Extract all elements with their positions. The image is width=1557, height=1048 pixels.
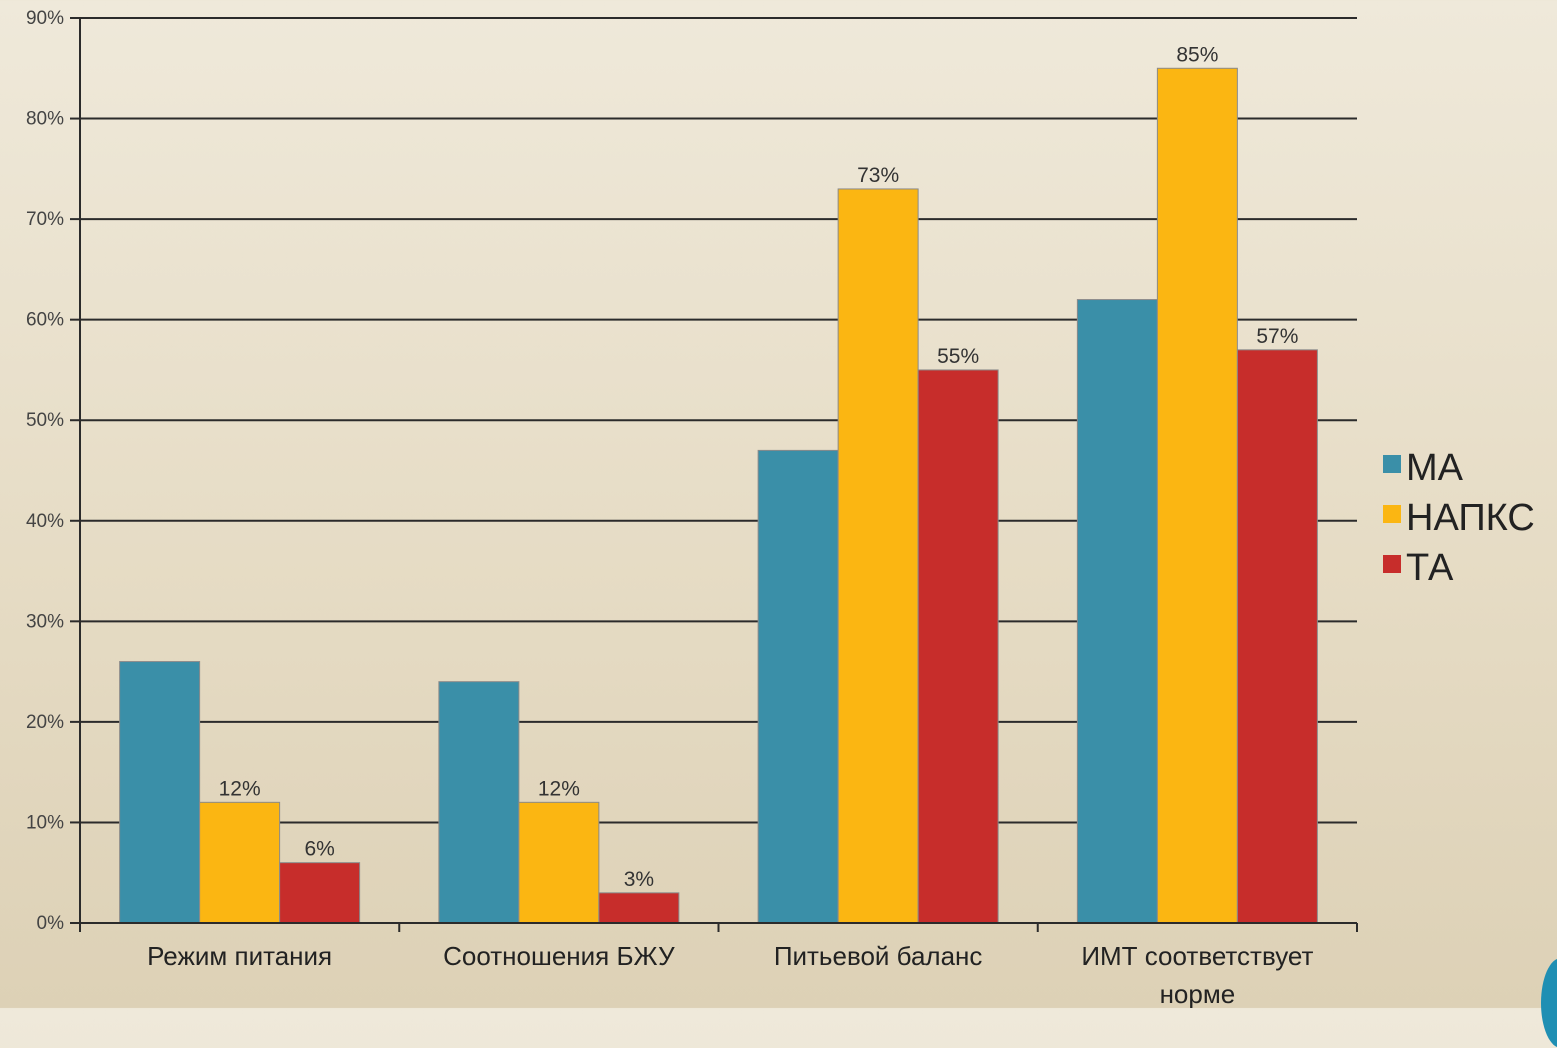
data-label: 12% <box>538 777 580 800</box>
y-tick-label: 0% <box>37 913 65 934</box>
bar-НАПКС-2 <box>838 189 918 923</box>
y-tick-label: 50% <box>26 410 64 431</box>
data-label: 73% <box>857 164 899 187</box>
legend-swatch-МА <box>1383 455 1401 473</box>
bar-НАПКС-3 <box>1157 68 1237 923</box>
bar-МА-3 <box>1077 300 1157 923</box>
y-tick-label: 20% <box>26 712 64 733</box>
legend-swatch-ТА <box>1383 555 1401 573</box>
data-label: 6% <box>304 838 334 861</box>
bar-НАПКС-0 <box>200 802 280 923</box>
bar-chart: 0% 10% 20% 30% 40% 50% 60% 70% 80% 90% Режим пита… <box>0 0 1557 1008</box>
data-label: 12% <box>219 777 261 800</box>
x-category-label-line: норме <box>1160 979 1236 1008</box>
bar-МА-2 <box>758 450 838 923</box>
y-tick-label: 80% <box>26 109 64 130</box>
legend: МА НАПКС ТА <box>1383 447 1535 589</box>
bars-group <box>120 68 1318 923</box>
data-label: 55% <box>937 345 979 368</box>
y-tick-label: 40% <box>26 511 64 532</box>
legend-label: НАПКС <box>1406 497 1535 539</box>
bar-ТА-1 <box>599 893 679 923</box>
y-tick-label: 90% <box>26 8 64 29</box>
x-category-label-line: ИМТ соответствует <box>1081 941 1313 971</box>
x-axis-categories: Режим питания Соотношения БЖУ Питьевой бал… <box>147 941 1313 1008</box>
y-tick-label: 60% <box>26 310 64 331</box>
data-label: 3% <box>624 868 654 891</box>
bar-ТА-0 <box>280 863 360 923</box>
y-tick-label: 30% <box>26 611 64 632</box>
bar-ТА-2 <box>918 370 998 923</box>
x-category-label: ИМТ соответствует норме <box>1081 941 1313 1008</box>
bar-НАПКС-1 <box>519 802 599 923</box>
x-category-label: Режим питания <box>147 941 332 971</box>
y-tick-label: 70% <box>26 209 64 230</box>
bar-МА-0 <box>120 662 200 923</box>
legend-label: ТА <box>1406 547 1454 589</box>
y-axis-ticks: 0% 10% 20% 30% 40% 50% 60% 70% 80% 90% <box>26 8 64 934</box>
data-label: 85% <box>1176 43 1218 66</box>
y-tick-label: 10% <box>26 812 64 833</box>
legend-swatch-НАПКС <box>1383 505 1401 523</box>
x-category-label: Соотношения БЖУ <box>443 941 675 971</box>
data-label: 57% <box>1256 325 1298 348</box>
x-category-label: Питьевой баланс <box>774 941 983 971</box>
bar-МА-1 <box>439 682 519 923</box>
bar-ТА-3 <box>1237 350 1317 923</box>
legend-label: МА <box>1406 447 1464 489</box>
